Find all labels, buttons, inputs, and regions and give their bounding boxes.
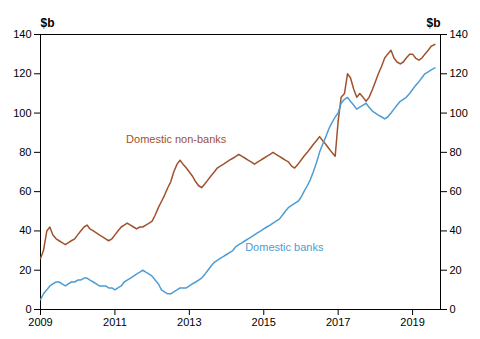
svg-text:140: 140 — [13, 28, 31, 40]
svg-text:60: 60 — [450, 185, 462, 197]
svg-text:2019: 2019 — [400, 316, 424, 328]
svg-text:100: 100 — [450, 107, 468, 119]
svg-text:60: 60 — [19, 185, 31, 197]
svg-text:2015: 2015 — [252, 316, 276, 328]
svg-text:120: 120 — [450, 67, 468, 79]
svg-text:100: 100 — [13, 107, 31, 119]
svg-text:$b: $b — [426, 16, 440, 30]
svg-text:120: 120 — [13, 67, 31, 79]
svg-text:80: 80 — [19, 146, 31, 158]
svg-text:0: 0 — [25, 303, 31, 315]
svg-text:20: 20 — [450, 264, 462, 276]
svg-text:$b: $b — [41, 16, 55, 30]
svg-text:140: 140 — [450, 28, 468, 40]
svg-text:80: 80 — [450, 146, 462, 158]
svg-text:40: 40 — [450, 224, 462, 236]
svg-text:2009: 2009 — [28, 316, 52, 328]
svg-text:2017: 2017 — [326, 316, 350, 328]
svg-text:2011: 2011 — [103, 316, 127, 328]
svg-text:Domestic non-banks: Domestic non-banks — [126, 133, 227, 145]
svg-text:20: 20 — [19, 264, 31, 276]
svg-text:40: 40 — [19, 224, 31, 236]
svg-text:Domestic banks: Domestic banks — [245, 241, 324, 253]
svg-text:2013: 2013 — [177, 316, 201, 328]
svg-text:0: 0 — [450, 303, 456, 315]
